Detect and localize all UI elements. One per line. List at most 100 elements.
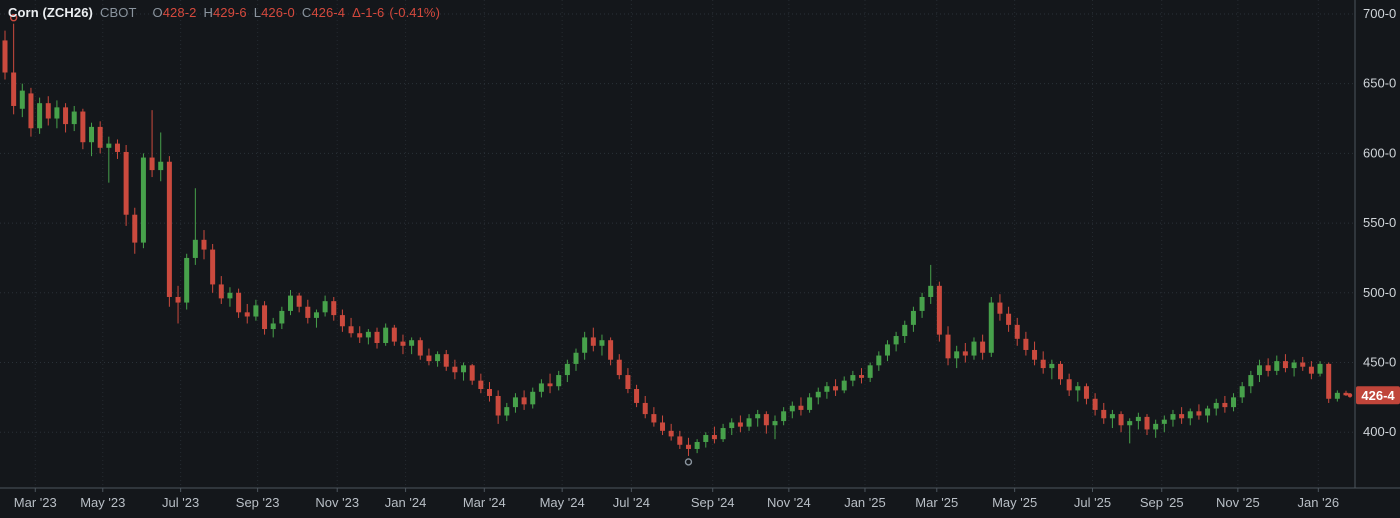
candle[interactable] — [1187, 408, 1193, 426]
candle[interactable] — [1057, 361, 1063, 385]
candle[interactable] — [945, 326, 951, 366]
candle[interactable] — [962, 342, 968, 363]
candle[interactable] — [694, 439, 700, 454]
candle[interactable] — [461, 362, 467, 381]
candle[interactable] — [1213, 398, 1219, 416]
candle[interactable] — [971, 337, 977, 360]
candle[interactable] — [1135, 412, 1141, 430]
candle[interactable] — [850, 370, 856, 387]
candle[interactable] — [210, 244, 216, 293]
candle[interactable] — [616, 354, 622, 380]
candle[interactable] — [599, 334, 605, 356]
candle[interactable] — [910, 306, 916, 332]
candle[interactable] — [1170, 409, 1176, 427]
candle[interactable] — [218, 276, 224, 304]
candle[interactable] — [486, 382, 492, 402]
candle[interactable] — [305, 299, 311, 324]
candle[interactable] — [1291, 359, 1297, 377]
candle[interactable] — [1040, 351, 1046, 374]
candle[interactable] — [867, 362, 873, 383]
candle[interactable] — [175, 285, 181, 324]
candle[interactable] — [19, 83, 25, 118]
candle[interactable] — [227, 287, 233, 307]
time-axis[interactable]: Mar '23 May '23 Jul '23 Sep '23 Nov '23 Jan '… — [14, 488, 1339, 510]
candle[interactable] — [1083, 383, 1089, 405]
candle[interactable] — [71, 105, 77, 132]
candle[interactable] — [1326, 362, 1332, 403]
candle[interactable] — [798, 397, 804, 416]
candle[interactable] — [997, 294, 1003, 321]
candle[interactable] — [521, 390, 527, 410]
candle[interactable] — [729, 418, 735, 436]
candle[interactable] — [1205, 405, 1211, 423]
candle[interactable] — [685, 437, 691, 456]
candle[interactable] — [954, 345, 960, 369]
candle[interactable] — [253, 299, 259, 321]
candle[interactable] — [1075, 382, 1081, 402]
candle[interactable] — [11, 23, 17, 115]
candle[interactable] — [763, 411, 769, 434]
candle[interactable] — [833, 379, 839, 396]
candle[interactable] — [313, 309, 319, 328]
candle[interactable] — [1231, 393, 1237, 412]
candle[interactable] — [1256, 359, 1262, 383]
candle[interactable] — [391, 324, 397, 346]
candle[interactable] — [902, 320, 908, 343]
candle[interactable] — [720, 423, 726, 442]
candle[interactable] — [149, 110, 155, 178]
candle[interactable] — [1265, 358, 1271, 377]
candle[interactable] — [452, 359, 458, 380]
candle[interactable] — [132, 207, 138, 254]
candle[interactable] — [140, 153, 146, 249]
candle[interactable] — [711, 426, 717, 444]
candle[interactable] — [37, 97, 43, 134]
candle[interactable] — [166, 156, 172, 307]
candle[interactable] — [625, 368, 631, 394]
candle[interactable] — [400, 334, 406, 355]
candle[interactable] — [859, 368, 865, 384]
candle[interactable] — [106, 136, 112, 183]
candle[interactable] — [1334, 390, 1340, 402]
price-axis[interactable]: 700-0 650-0 600-0 550-0 500-0 450-0 400-0 — [1363, 6, 1396, 439]
candle[interactable] — [1179, 407, 1185, 424]
candle[interactable] — [928, 264, 934, 304]
candle[interactable] — [1153, 419, 1159, 438]
candle[interactable] — [45, 96, 51, 126]
candle[interactable] — [642, 395, 648, 419]
candle[interactable] — [97, 121, 103, 154]
candle[interactable] — [1092, 393, 1098, 416]
candle[interactable] — [590, 327, 596, 352]
candle[interactable] — [547, 373, 553, 394]
candle[interactable] — [1248, 370, 1254, 394]
candle[interactable] — [1023, 331, 1029, 356]
candle[interactable] — [184, 253, 190, 310]
candle[interactable] — [89, 122, 95, 157]
symbol-title[interactable]: Corn (ZCH26) — [8, 5, 93, 20]
candle[interactable] — [772, 415, 778, 440]
candle[interactable] — [608, 337, 614, 366]
candle[interactable] — [1300, 356, 1306, 371]
candle[interactable] — [201, 230, 207, 260]
candle[interactable] — [781, 407, 787, 426]
candle[interactable] — [1282, 354, 1288, 373]
candle[interactable] — [1317, 361, 1323, 377]
candle[interactable] — [339, 309, 345, 332]
candle[interactable] — [1118, 411, 1124, 433]
candle[interactable] — [919, 292, 925, 318]
candle[interactable] — [80, 108, 86, 150]
candle[interactable] — [435, 351, 441, 367]
candle[interactable] — [469, 363, 475, 385]
candle[interactable] — [28, 87, 34, 137]
candle[interactable] — [123, 145, 129, 226]
candle[interactable] — [668, 423, 674, 441]
candle[interactable] — [1109, 409, 1115, 429]
candle[interactable] — [1014, 317, 1020, 346]
candle[interactable] — [288, 290, 294, 316]
candle[interactable] — [383, 323, 389, 346]
candle[interactable] — [270, 317, 276, 338]
candle[interactable] — [348, 317, 354, 338]
candle[interactable] — [703, 432, 709, 448]
candle[interactable] — [556, 370, 562, 391]
candle[interactable] — [409, 337, 415, 355]
